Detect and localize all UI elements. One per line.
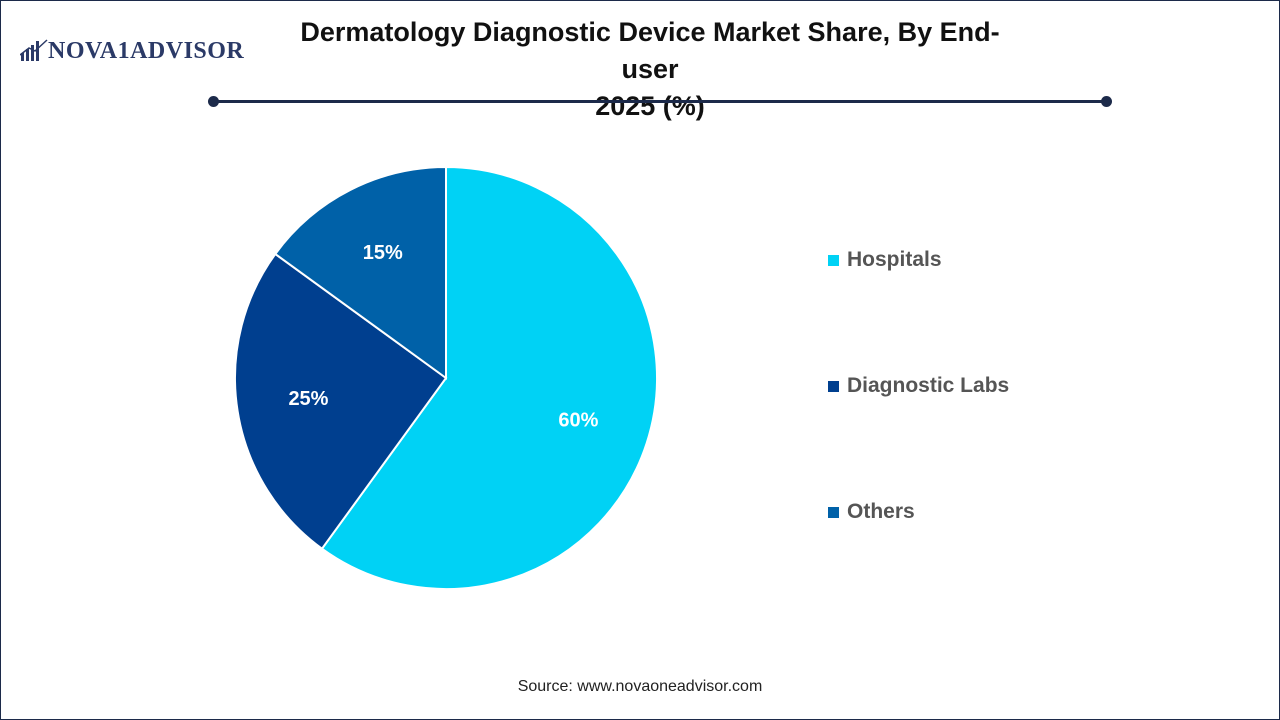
chart-title: Dermatology Diagnostic Device Market Sha… (290, 14, 1010, 125)
divider-left-dot (208, 96, 219, 107)
source-note: Source: www.novaoneadvisor.com (517, 678, 763, 695)
pie-slice-diagnostic-labs (234, 252, 448, 551)
data-label-hospitals: 60% (558, 409, 598, 431)
legend-item-diagnostic-labs: Diagnostic Labs (828, 371, 1009, 401)
legend-swatch (828, 380, 839, 392)
legend: Hospitals Diagnostic Labs Others (828, 245, 1009, 623)
logo: NOVA1ADVISOR (20, 34, 244, 68)
legend-item-hospitals: Hospitals (828, 245, 1009, 275)
legend-label: Diagnostic Labs (847, 374, 1010, 397)
legend-label: Others (847, 500, 915, 523)
pie-slice-hospitals (320, 165, 658, 590)
pie-slice-others (273, 165, 447, 380)
divider-right-dot (1101, 96, 1112, 107)
logo-text: NOVA1ADVISOR (48, 37, 245, 64)
data-label-others: 15% (363, 242, 403, 264)
legend-swatch (828, 506, 839, 518)
title-divider (213, 100, 1107, 103)
chart-title-line2: 2025 (%) (595, 91, 705, 121)
legend-swatch (828, 254, 839, 266)
legend-label: Hospitals (847, 248, 942, 271)
bar-chart-icon (20, 39, 48, 61)
data-label-diagnostic-labs: 25% (288, 388, 328, 410)
chart-title-line1: Dermatology Diagnostic Device Market Sha… (300, 17, 1000, 84)
legend-item-others: Others (828, 497, 1009, 527)
